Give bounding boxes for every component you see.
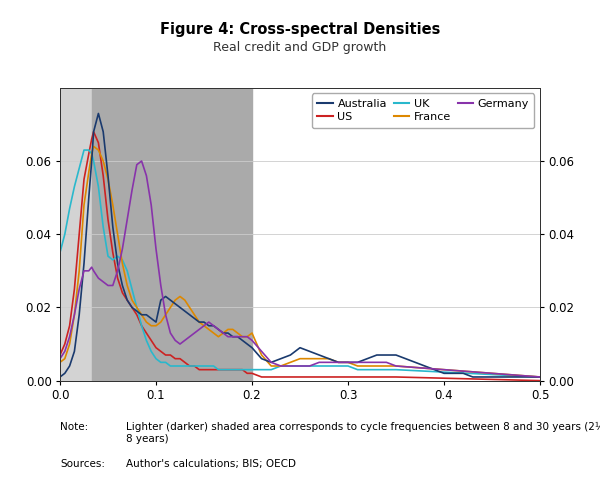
Legend: Australia, US, UK, France, Germany: Australia, US, UK, France, Germany [312, 93, 535, 128]
Text: Figure 4: Cross-spectral Densities: Figure 4: Cross-spectral Densities [160, 22, 440, 37]
Bar [92, 88, 252, 381]
Bar [60, 88, 92, 381]
Text: Note:: Note: [60, 422, 88, 432]
Text: Sources:: Sources: [60, 459, 105, 468]
Text: Lighter (darker) shaded area corresponds to cycle frequencies between 8 and 30 y: Lighter (darker) shaded area corresponds… [126, 422, 600, 444]
Text: Author's calculations; BIS; OECD: Author's calculations; BIS; OECD [126, 459, 296, 468]
Text: Real credit and GDP growth: Real credit and GDP growth [214, 41, 386, 55]
